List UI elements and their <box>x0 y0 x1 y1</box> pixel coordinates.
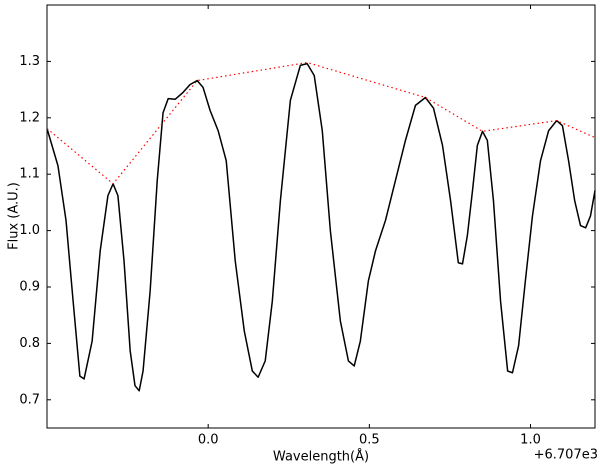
x-offset-label: +6.707e3 <box>534 448 598 463</box>
x-tick-label: 0.0 <box>198 433 219 448</box>
x-tick-label: 1.0 <box>520 433 541 448</box>
x-axis-label: Wavelength(Å) <box>273 449 369 465</box>
y-tick-label: 1.2 <box>19 110 40 125</box>
y-tick-label: 1.1 <box>19 167 40 182</box>
x-tick-label: 0.5 <box>359 433 380 448</box>
y-tick-label: 1.0 <box>19 223 40 238</box>
plot-frame <box>46 4 596 429</box>
y-tick-label: 0.8 <box>19 336 40 351</box>
line-series <box>46 61 596 185</box>
y-tick-label: 0.9 <box>19 280 40 295</box>
line-series <box>46 62 596 392</box>
y-tick-label: 0.7 <box>19 392 40 407</box>
y-tick-label: 1.3 <box>19 54 40 69</box>
y-axis-label: Flux (A.U.) <box>7 182 22 250</box>
